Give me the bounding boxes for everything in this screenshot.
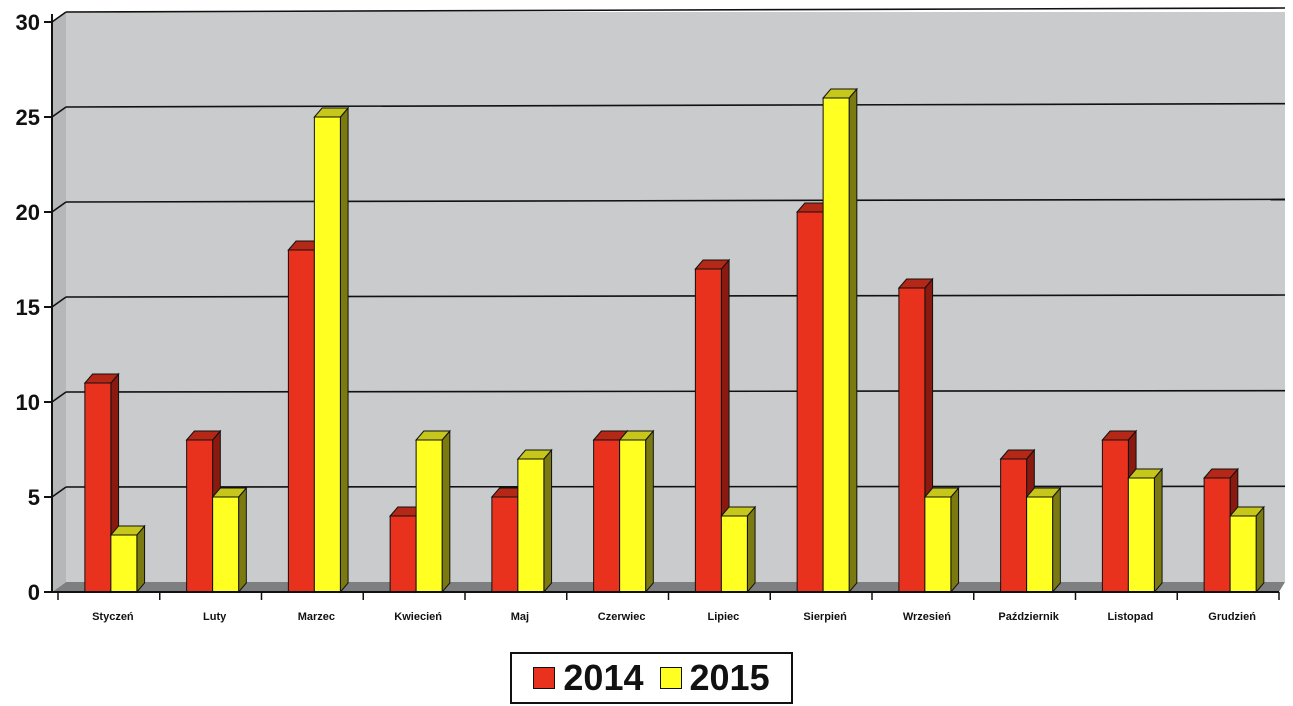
bar-front — [212, 496, 240, 593]
legend-label-2014: 2014 — [563, 657, 644, 698]
gridline-depth — [51, 201, 67, 213]
bar-side — [339, 106, 349, 594]
bar-front — [1229, 515, 1257, 593]
y-tick-label: 30 — [16, 10, 40, 35]
bar-2015-Sierpień — [822, 87, 858, 594]
gridline-depth — [51, 391, 67, 403]
bar-front — [720, 515, 748, 593]
plot-floor — [52, 582, 1285, 592]
bar-front — [593, 439, 621, 593]
gridline — [65, 7, 1286, 13]
x-tick-label: Kwiecień — [394, 611, 442, 623]
x-tick-label: Czerwiec — [598, 611, 646, 623]
bar-front — [517, 458, 545, 593]
gridline — [65, 102, 1286, 108]
bar-2015-Styczeń — [109, 524, 146, 594]
gridline — [65, 485, 1286, 488]
y-tick-label: 10 — [16, 390, 40, 415]
bar-front — [1203, 477, 1231, 593]
bar-front — [1026, 496, 1054, 593]
gridline-depth — [51, 106, 67, 118]
x-tick-label: Grudzień — [1208, 611, 1256, 623]
x-tick-label: Maj — [511, 611, 529, 623]
gridline-depth — [51, 296, 67, 308]
bar-side — [238, 486, 247, 594]
plot-area — [52, 12, 1285, 592]
bar-front — [924, 496, 952, 593]
bar-front — [1101, 439, 1129, 593]
bar-2015-Grudzień — [1229, 505, 1265, 594]
gridline — [65, 389, 1286, 393]
bar-side — [645, 429, 654, 594]
y-tick-labels: 0 5 10 15 20 25 30 — [16, 10, 40, 605]
x-tick-label: Marzec — [298, 611, 335, 623]
bar-2015-Wrzesień — [923, 486, 960, 594]
bar-2015-Czerwiec — [618, 429, 655, 594]
bars — [83, 87, 1265, 594]
gridline-depth — [51, 11, 67, 23]
x-tick-label: Luty — [203, 611, 227, 623]
bar-side — [1052, 486, 1061, 594]
legend-item-2015: 2015 — [659, 657, 770, 698]
bar-2015-Kwiecień — [415, 429, 451, 594]
legend-swatch-2015 — [659, 667, 682, 689]
legend-label-2015: 2015 — [689, 657, 770, 698]
bar-front — [1000, 458, 1028, 593]
bar-front — [313, 116, 341, 593]
legend: 2014 2015 — [510, 652, 793, 704]
x-tick-label: Październik — [998, 611, 1059, 623]
x-tick-label: Listopad — [1107, 611, 1153, 623]
bar-front — [796, 211, 824, 593]
bar-2014-Lipiec — [694, 258, 731, 594]
bar-front — [822, 97, 850, 593]
legend-item-2014: 2014 — [533, 657, 644, 698]
gridlines — [51, 7, 1286, 498]
bar-side — [441, 429, 451, 594]
bar-2015-Luty — [211, 486, 248, 594]
x-tick-label: Lipiec — [707, 611, 739, 623]
bar-front — [287, 249, 315, 593]
bar-2014-Grudzień — [1203, 467, 1239, 594]
bar-front — [619, 439, 647, 593]
bar-side — [543, 448, 553, 594]
bar-front — [186, 439, 214, 593]
bar-front — [491, 496, 519, 593]
y-tick-label: 20 — [16, 200, 40, 225]
x-tick-labels: Styczeń Luty Marzec Kwiecień Maj Czerwiec Lipi… — [92, 611, 1256, 623]
bar-chart: 0 5 10 15 20 25 30 Styczeń Luty Marzec Kwiecień Ma… — [16, 7, 1286, 623]
bar-front — [110, 534, 138, 593]
y-tick-label: 15 — [16, 295, 40, 320]
plot-back-wall — [66, 12, 1285, 582]
bar-side — [136, 524, 146, 594]
bar-front — [694, 268, 722, 593]
bar-2015-Październik — [1025, 486, 1062, 594]
bar-side — [1255, 505, 1265, 594]
bar-front — [1127, 477, 1155, 593]
x-tick-label: Sierpień — [803, 611, 847, 623]
bar-front — [415, 439, 443, 593]
x-tick-label: Styczeń — [92, 611, 134, 623]
bar-2015-Lipiec — [720, 505, 757, 594]
bar-2015-Listopad — [1127, 467, 1164, 594]
bar-2015-Marzec — [313, 106, 350, 594]
bar-side — [950, 486, 960, 594]
y-tick-label: 0 — [28, 580, 40, 605]
bar-side — [848, 87, 858, 594]
gridline — [65, 294, 1286, 298]
gridline — [65, 198, 1286, 203]
bar-side — [1153, 467, 1163, 594]
bar-side — [746, 505, 756, 594]
bar-front — [84, 382, 112, 593]
bar-front — [389, 515, 417, 593]
bar-front — [898, 287, 926, 593]
bar-2015-Maj — [516, 448, 553, 594]
y-tick-label: 25 — [16, 105, 40, 130]
legend-swatch-2014 — [533, 667, 556, 689]
y-tick-label: 5 — [28, 485, 40, 510]
gridline-depth — [51, 486, 67, 498]
x-tick-label: Wrzesień — [903, 611, 951, 623]
axes — [44, 14, 1280, 600]
bar-2014-Kwiecień — [389, 505, 425, 594]
